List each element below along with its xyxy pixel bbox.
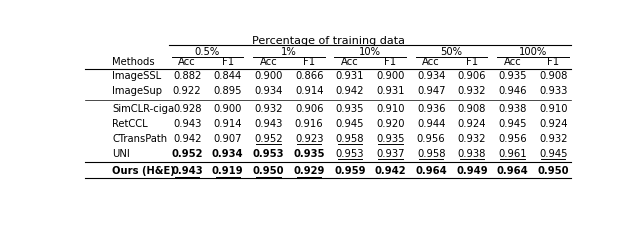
Text: 0.945: 0.945 [335, 119, 364, 129]
Text: 0.908: 0.908 [539, 71, 568, 81]
Text: 0.936: 0.936 [417, 104, 445, 114]
Text: 0.935: 0.935 [293, 149, 325, 159]
Text: 0.933: 0.933 [539, 86, 568, 96]
Text: 10%: 10% [359, 47, 381, 57]
Text: F1: F1 [466, 57, 478, 67]
Text: 0.935: 0.935 [499, 71, 527, 81]
Text: SimCLR-ciga: SimCLR-ciga [112, 104, 174, 114]
Text: 0.956: 0.956 [417, 134, 445, 144]
Text: 0.937: 0.937 [376, 149, 404, 159]
Text: F1: F1 [221, 57, 234, 67]
Text: 0.947: 0.947 [417, 86, 445, 96]
Text: 0.935: 0.935 [335, 104, 364, 114]
Text: ImageSSL: ImageSSL [112, 71, 161, 81]
Text: 0.924: 0.924 [458, 119, 486, 129]
Text: 0.906: 0.906 [295, 104, 323, 114]
Text: 0.935: 0.935 [376, 134, 404, 144]
Text: 0.906: 0.906 [458, 71, 486, 81]
Text: 100%: 100% [519, 47, 547, 57]
Text: 0.964: 0.964 [497, 166, 529, 176]
Text: 0.952: 0.952 [172, 149, 203, 159]
Text: 0.908: 0.908 [458, 104, 486, 114]
Text: ImageSup: ImageSup [112, 86, 163, 96]
Text: 50%: 50% [440, 47, 463, 57]
Text: Acc: Acc [260, 57, 277, 67]
Text: 0.958: 0.958 [335, 134, 364, 144]
Text: 0.956: 0.956 [498, 134, 527, 144]
Text: 0.953: 0.953 [253, 149, 284, 159]
Text: 0.920: 0.920 [376, 119, 404, 129]
Text: 0.910: 0.910 [539, 104, 568, 114]
Text: 0.932: 0.932 [254, 104, 283, 114]
Text: 0.942: 0.942 [173, 134, 202, 144]
Text: 0.945: 0.945 [499, 119, 527, 129]
Text: 0.844: 0.844 [214, 71, 242, 81]
Text: 0.932: 0.932 [458, 86, 486, 96]
Text: 0.943: 0.943 [172, 166, 203, 176]
Text: Acc: Acc [179, 57, 196, 67]
Text: Percentage of training data: Percentage of training data [252, 36, 404, 46]
Text: 0.934: 0.934 [254, 86, 283, 96]
Text: 0.866: 0.866 [295, 71, 323, 81]
Text: Ours (H&E): Ours (H&E) [112, 166, 175, 176]
Text: 0.900: 0.900 [214, 104, 242, 114]
Text: 0.932: 0.932 [458, 134, 486, 144]
Text: 0.945: 0.945 [539, 149, 568, 159]
Text: 0.942: 0.942 [335, 86, 364, 96]
Text: 0.916: 0.916 [295, 119, 323, 129]
Text: CTransPath: CTransPath [112, 134, 168, 144]
Text: UNI: UNI [112, 149, 130, 159]
Text: 0.900: 0.900 [376, 71, 404, 81]
Text: 0.934: 0.934 [212, 149, 244, 159]
Text: 0.907: 0.907 [214, 134, 242, 144]
Text: F1: F1 [547, 57, 559, 67]
Text: 0.952: 0.952 [254, 134, 283, 144]
Text: 0.950: 0.950 [538, 166, 569, 176]
Text: 0.958: 0.958 [417, 149, 445, 159]
Text: Acc: Acc [341, 57, 358, 67]
Text: 0.922: 0.922 [173, 86, 202, 96]
Text: 0.946: 0.946 [499, 86, 527, 96]
Text: Acc: Acc [504, 57, 522, 67]
Text: 0.943: 0.943 [173, 119, 202, 129]
Text: 0.932: 0.932 [539, 134, 568, 144]
Text: 0.931: 0.931 [376, 86, 404, 96]
Text: 0.5%: 0.5% [195, 47, 220, 57]
Text: 0.949: 0.949 [456, 166, 488, 176]
Text: 0.953: 0.953 [335, 149, 364, 159]
Text: 0.944: 0.944 [417, 119, 445, 129]
Text: Acc: Acc [422, 57, 440, 67]
Text: 0.931: 0.931 [335, 71, 364, 81]
Text: 0.919: 0.919 [212, 166, 244, 176]
Text: 0.938: 0.938 [458, 149, 486, 159]
Text: 0.943: 0.943 [254, 119, 283, 129]
Text: 0.942: 0.942 [374, 166, 406, 176]
Text: RetCCL: RetCCL [112, 119, 148, 129]
Text: 0.882: 0.882 [173, 71, 202, 81]
Text: 0.895: 0.895 [214, 86, 242, 96]
Text: 0.923: 0.923 [295, 134, 323, 144]
Text: 0.900: 0.900 [254, 71, 283, 81]
Text: 0.964: 0.964 [415, 166, 447, 176]
Text: 0.961: 0.961 [498, 149, 527, 159]
Text: 0.910: 0.910 [376, 104, 404, 114]
Text: 0.959: 0.959 [334, 166, 365, 176]
Text: 0.934: 0.934 [417, 71, 445, 81]
Text: Methods: Methods [112, 57, 155, 67]
Text: 0.950: 0.950 [253, 166, 284, 176]
Text: F1: F1 [303, 57, 316, 67]
Text: 0.928: 0.928 [173, 104, 202, 114]
Text: 0.914: 0.914 [295, 86, 323, 96]
Text: 0.938: 0.938 [499, 104, 527, 114]
Text: 1%: 1% [281, 47, 297, 57]
Text: 0.914: 0.914 [214, 119, 242, 129]
Text: 0.924: 0.924 [539, 119, 568, 129]
Text: F1: F1 [385, 57, 397, 67]
Text: 0.929: 0.929 [294, 166, 325, 176]
